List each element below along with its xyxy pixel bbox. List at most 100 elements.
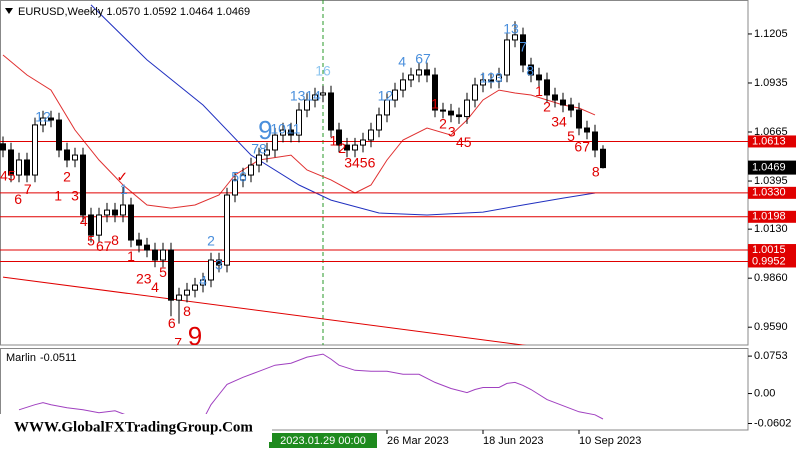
candle-body — [352, 144, 358, 151]
candle-body — [360, 139, 366, 146]
candle-body — [136, 239, 142, 246]
candle-body — [216, 259, 222, 266]
annotation: 9 — [258, 115, 272, 145]
y-tick-label: 1.0395 — [754, 175, 788, 187]
indicator-plot — [18, 353, 604, 426]
candle-body — [160, 249, 166, 261]
annotation: 12 — [378, 88, 394, 104]
annotation: 23 — [136, 271, 152, 287]
annotation: 2 — [439, 116, 447, 132]
candle-body — [312, 94, 318, 101]
candle-body — [272, 134, 278, 151]
candle-body — [408, 74, 414, 81]
candle-body — [304, 99, 310, 111]
candle-body — [344, 144, 350, 151]
candle-body — [40, 117, 46, 126]
menu-icon[interactable] — [5, 8, 13, 14]
annotation: 1 — [120, 181, 128, 197]
y-tick-label: 0.9590 — [754, 321, 788, 333]
candle-body — [336, 129, 342, 146]
annotation: 1011 — [270, 121, 300, 137]
candle-body — [432, 74, 438, 111]
candle-body — [24, 159, 30, 176]
annotation: 12 — [35, 109, 51, 125]
y-tick-label: 0.00 — [754, 387, 775, 399]
annotation: 5 — [159, 264, 167, 280]
annotation: 1 — [535, 83, 543, 99]
candle-body — [280, 129, 286, 136]
indicator-line — [18, 353, 604, 426]
candle-body — [168, 249, 174, 301]
candle-body — [296, 109, 302, 136]
annotation: 4 — [151, 279, 159, 295]
y-tick-label: 1.1205 — [754, 28, 788, 40]
candle-body — [120, 204, 126, 216]
annotation: 8 — [526, 63, 534, 79]
level-label-bg — [748, 244, 796, 257]
candle-body — [256, 154, 262, 166]
candle-body — [504, 39, 510, 76]
annotation: 2 — [63, 169, 71, 185]
annotation: 3 — [215, 257, 223, 273]
overlay: 1.1205 1.0935 1.0665 1.0395 1.0130 0.9860 0.95… — [269, 28, 796, 448]
indicator-value: -0.0511 — [40, 352, 77, 364]
annotation: 3 — [71, 188, 79, 204]
candle-body — [72, 154, 78, 161]
candle-body — [416, 69, 422, 76]
y-tick-label: 1.0935 — [754, 77, 788, 89]
candle-body — [88, 214, 94, 236]
crosshair-label: 2023.01.29 00:00 — [280, 435, 366, 447]
candle-body — [208, 259, 214, 281]
candle-body — [392, 89, 398, 101]
annotation: 4 — [398, 54, 406, 70]
indicator-title: Marlin — [6, 352, 36, 364]
level-label-bg — [748, 210, 796, 223]
candle-body — [456, 114, 462, 118]
candle-body — [576, 109, 582, 129]
candle-body — [592, 131, 598, 151]
candle-body — [8, 149, 14, 176]
candle-body — [536, 74, 542, 81]
candle-body — [224, 194, 230, 266]
annotation: 1 — [431, 96, 439, 112]
annotation: 16 — [315, 63, 331, 79]
candle-body — [128, 204, 134, 241]
candle-body — [176, 294, 182, 301]
annotation: 67 — [96, 238, 112, 254]
indicator-panel — [0, 348, 749, 431]
x-tick-label: 10 Sep 2023 — [579, 435, 641, 447]
annotation: 67 — [415, 51, 431, 67]
chart-title: EURUSD,Weekly 1.0570 1.0592 1.0464 1.046… — [18, 6, 250, 18]
watermark-bg — [0, 414, 272, 442]
watermark: WWW.GlobalFXTradingGroup.Com — [14, 419, 253, 435]
candle-body — [264, 149, 270, 156]
candle-body — [440, 109, 446, 112]
level-label: 1.0613 — [752, 135, 786, 147]
candle-body — [448, 110, 454, 116]
candle-body — [200, 279, 206, 286]
candle-body — [544, 79, 550, 96]
annotation: 8 — [111, 232, 119, 248]
candle-body — [16, 159, 22, 176]
annotation: 45 — [456, 134, 472, 150]
y-tick-label: -0.0602 — [754, 417, 791, 429]
candle-body — [560, 99, 566, 106]
annotation: 4 — [199, 273, 207, 289]
candle-body — [376, 114, 382, 131]
candle-body — [520, 34, 526, 66]
annotation: 1314 — [290, 88, 321, 104]
candle-body — [400, 79, 406, 91]
candle-body — [496, 74, 502, 82]
candle-body — [96, 214, 102, 236]
annotation: 13 — [503, 21, 519, 37]
candle-body — [64, 149, 70, 161]
level-label-bg — [748, 186, 796, 199]
candle-body — [568, 104, 574, 111]
candle-body — [600, 148, 606, 169]
annotation: 8 — [592, 164, 600, 180]
candle-body — [328, 92, 334, 131]
candle-body — [192, 284, 198, 291]
level-label: 0.9952 — [752, 255, 786, 267]
